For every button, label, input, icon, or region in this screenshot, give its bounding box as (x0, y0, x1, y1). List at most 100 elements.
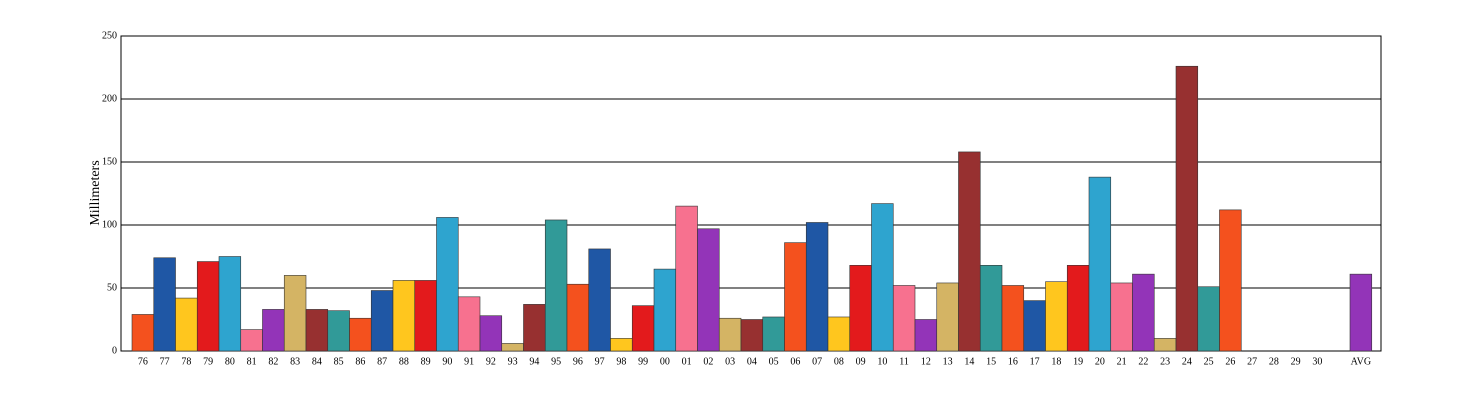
x-tick-label: 98 (616, 356, 626, 367)
bar (1349, 273, 1373, 352)
bar (501, 343, 524, 352)
bar (697, 228, 720, 352)
bar (871, 203, 894, 352)
bar (1110, 282, 1133, 352)
bar (240, 329, 263, 352)
bar (1153, 338, 1177, 352)
x-tick-label: 30 (1312, 356, 1322, 367)
x-tick-label: 21 (1117, 356, 1127, 367)
y-tick-label: 50 (107, 282, 117, 293)
x-tick-label: 76 (138, 356, 148, 367)
bar (566, 283, 590, 352)
x-tick-label: 17 (1030, 356, 1040, 367)
bar (892, 285, 916, 352)
x-tick-label: 18 (1051, 356, 1061, 367)
bar (131, 314, 155, 352)
x-tick-label: 06 (790, 356, 800, 367)
x-tick-label: 29 (1291, 356, 1301, 367)
bar (588, 248, 611, 352)
bar (436, 217, 459, 352)
bar (414, 280, 437, 352)
x-tick-label: 08 (834, 356, 844, 367)
x-tick-label: 92 (486, 356, 496, 367)
x-tick-label: 97 (595, 356, 605, 367)
y-tick-label: 250 (102, 30, 117, 41)
y-tick-label: 100 (102, 219, 117, 230)
y-tick-label: 0 (112, 345, 117, 356)
x-tick-label: 82 (268, 356, 278, 367)
bar (1066, 265, 1090, 352)
x-tick-label: 99 (638, 356, 648, 367)
bar (457, 296, 481, 352)
x-tick-label: 26 (1225, 356, 1235, 367)
bar (1001, 285, 1025, 352)
bar (653, 268, 677, 352)
x-tick-label: 03 (725, 356, 735, 367)
x-tick-label: 22 (1138, 356, 1148, 367)
x-tick-label: 01 (682, 356, 692, 367)
bar (740, 319, 764, 352)
bar (523, 304, 546, 352)
bar (849, 265, 872, 352)
x-tick-label: 07 (812, 356, 822, 367)
bar (305, 309, 329, 352)
bar (914, 319, 938, 352)
x-tick-label: 81 (247, 356, 257, 367)
bar (175, 297, 198, 352)
y-tick-label: 150 (102, 156, 117, 167)
x-tick-label: 95 (551, 356, 561, 367)
x-tick-label: 02 (703, 356, 713, 367)
y-axis-label: Millimeters (88, 160, 103, 225)
x-tick-label: 84 (312, 356, 322, 367)
x-tick-label: 80 (225, 356, 235, 367)
x-tick-label: 11 (899, 356, 909, 367)
bar (1132, 273, 1155, 352)
bar (762, 316, 785, 352)
bar (544, 219, 568, 352)
x-tick-label: 79 (203, 356, 213, 367)
bar (1023, 300, 1046, 352)
x-tick-label: 88 (399, 356, 409, 367)
x-tick-label: 09 (856, 356, 866, 367)
x-tick-label: 28 (1269, 356, 1279, 367)
bar (979, 265, 1003, 352)
x-tick-label: 24 (1182, 356, 1192, 367)
x-tick-label: 00 (660, 356, 670, 367)
x-tick-label: 89 (421, 356, 431, 367)
x-tick-label: 12 (921, 356, 931, 367)
x-tick-label: 10 (877, 356, 887, 367)
x-tick-label: 77 (160, 356, 170, 367)
x-tick-label: 04 (747, 356, 757, 367)
bar (153, 257, 176, 352)
x-tick-label: 20 (1095, 356, 1105, 367)
bar (1175, 65, 1199, 352)
x-tick-label: 16 (1008, 356, 1018, 367)
x-tick-label: 86 (355, 356, 365, 367)
x-tick-label: 05 (769, 356, 779, 367)
x-tick-label: 23 (1160, 356, 1170, 367)
bar (827, 316, 851, 352)
x-tick-label: 87 (377, 356, 387, 367)
bar (479, 315, 503, 352)
bar (370, 290, 394, 352)
x-tick-label: 19 (1073, 356, 1083, 367)
x-tick-label: 93 (508, 356, 518, 367)
x-tick-label: 15 (986, 356, 996, 367)
bar (784, 242, 807, 352)
x-tick-label: 13 (943, 356, 953, 367)
bar (327, 310, 350, 352)
x-tick-label: 25 (1204, 356, 1214, 367)
bar (718, 317, 742, 352)
bar (349, 317, 372, 352)
bar (1088, 176, 1112, 352)
x-tick-label: 96 (573, 356, 583, 367)
x-tick-label: 78 (181, 356, 191, 367)
bar (262, 309, 285, 352)
x-tick-label: 91 (464, 356, 474, 367)
bar (392, 280, 416, 352)
x-tick-label: 85 (334, 356, 344, 367)
x-tick-label: AVG (1351, 356, 1371, 367)
bar (805, 222, 829, 352)
bar (936, 282, 959, 352)
